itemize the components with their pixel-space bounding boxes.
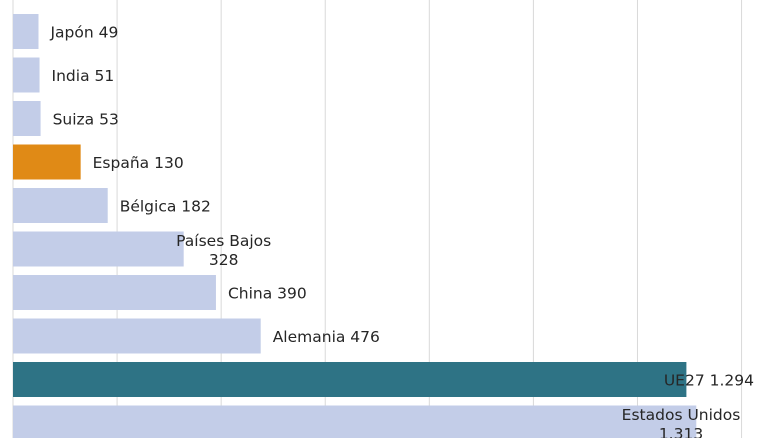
bar-india <box>13 57 40 93</box>
data-label-china: China 390 <box>228 285 307 303</box>
data-label-estados-unidos: Estados Unidos 1.313 <box>622 406 741 438</box>
bar-china <box>13 275 216 310</box>
data-labels: Japón 49 India 51 Suiza 53 España 130 Bélgic… <box>49 24 754 438</box>
gridlines <box>12 0 743 438</box>
data-label-alemania: Alemania 476 <box>273 328 380 346</box>
data-label-india: India 51 <box>52 67 115 85</box>
bar-ue27 <box>13 362 687 397</box>
data-label-suiza: Suiza 53 <box>53 111 119 129</box>
bar-suiza <box>13 101 41 136</box>
bar-estados-unidos <box>13 405 697 438</box>
data-label-ue27: UE27 1.294 <box>664 372 754 390</box>
data-label-paises-bajos: Países Bajos 328 <box>176 232 271 269</box>
bar-belgica <box>13 188 108 223</box>
bar-paises-bajos <box>13 231 184 267</box>
bars <box>13 14 697 438</box>
bar-espana <box>13 144 81 180</box>
data-label-espana: España 130 <box>93 154 184 172</box>
data-label-belgica: Bélgica 182 <box>120 198 211 216</box>
bar-japon <box>13 14 39 49</box>
bar-alemania <box>13 318 261 354</box>
data-label-japon: Japón 49 <box>49 24 118 42</box>
